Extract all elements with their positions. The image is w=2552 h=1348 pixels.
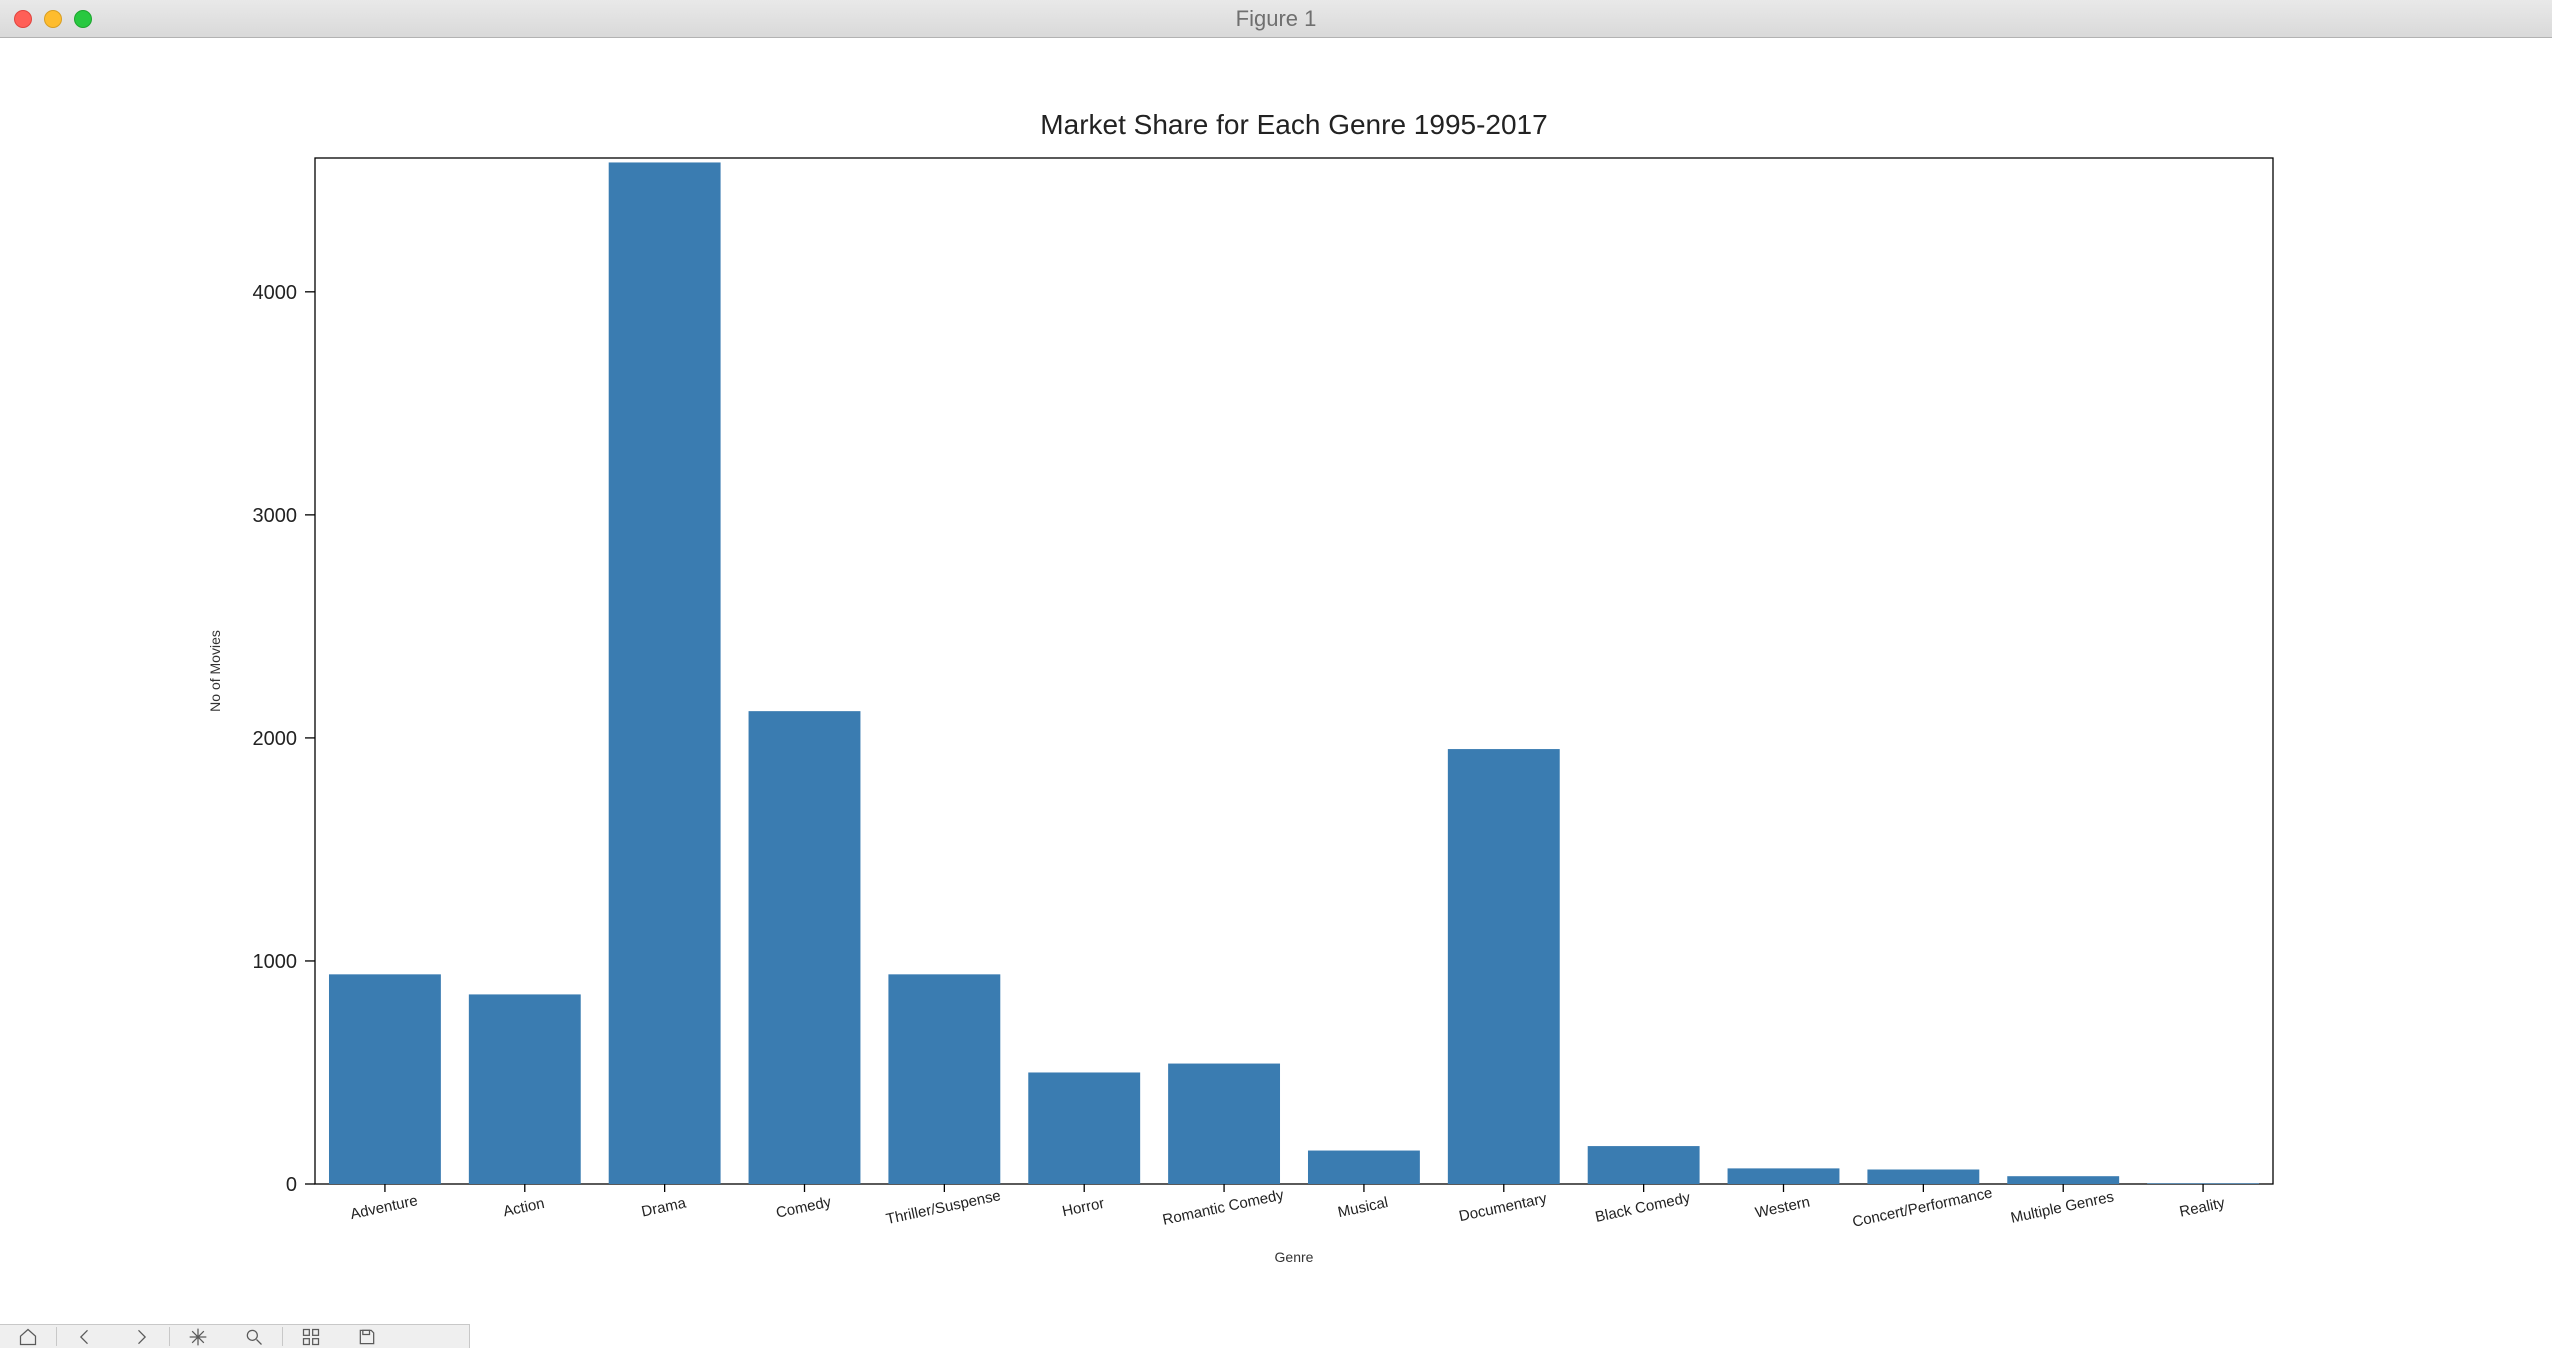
ytick-label: 1000	[253, 951, 298, 973]
xtick-label: Action	[502, 1195, 546, 1220]
bar	[609, 162, 721, 1184]
toolbar-home-button[interactable]	[0, 1325, 56, 1348]
save-icon	[357, 1327, 377, 1347]
bar	[329, 974, 441, 1184]
toolbar-zoom-button[interactable]	[226, 1325, 282, 1348]
bar	[1028, 1072, 1140, 1184]
xtick-label: Horror	[1061, 1195, 1106, 1220]
xtick-label: Adventure	[349, 1192, 419, 1223]
bar	[1448, 749, 1560, 1184]
pan-icon	[188, 1327, 208, 1347]
toolbar-save-button[interactable]	[339, 1325, 395, 1348]
bar	[888, 974, 1000, 1184]
toolbar-forward-button[interactable]	[113, 1325, 169, 1348]
window-titlebar: Figure 1	[0, 0, 2552, 38]
xtick-label: Multiple Genres	[2009, 1188, 2115, 1226]
forward-icon	[131, 1327, 151, 1347]
xtick-label: Musical	[1336, 1194, 1389, 1221]
chart-svg: Market Share for Each Genre 1995-2017 0 10…	[0, 38, 2552, 1324]
subplots-icon	[301, 1327, 321, 1347]
xtick-label: Reality	[2178, 1194, 2227, 1220]
bar	[2147, 1183, 2259, 1184]
xtick-label: Documentary	[1457, 1190, 1548, 1225]
xtick-label: Drama	[640, 1194, 688, 1220]
xtick-label: Thriller/Suspense	[885, 1187, 1003, 1228]
bar	[1867, 1170, 1979, 1184]
xtick-label: Western	[1754, 1194, 1812, 1222]
figure-canvas: Market Share for Each Genre 1995-2017 0 10…	[0, 38, 2552, 1324]
ytick-label: 3000	[253, 505, 298, 527]
bar	[1588, 1146, 1700, 1184]
toolbar-subplots-button[interactable]	[283, 1325, 339, 1348]
xtick-label: Black Comedy	[1594, 1189, 1693, 1226]
ytick-label: 4000	[253, 282, 298, 304]
bar	[1168, 1064, 1280, 1184]
home-icon	[18, 1327, 38, 1347]
xtick-label: Concert/Performance	[1851, 1184, 1994, 1230]
xtick-label: Comedy	[774, 1193, 833, 1221]
toolbar-pan-button[interactable]	[170, 1325, 226, 1348]
bar	[1308, 1151, 1420, 1184]
bar	[469, 994, 581, 1184]
window-title: Figure 1	[0, 6, 2552, 32]
y-axis-label: No of Movies	[207, 630, 223, 712]
bar	[2007, 1176, 2119, 1184]
xtick-label: Romantic Comedy	[1161, 1186, 1286, 1228]
back-icon	[75, 1327, 95, 1347]
bar	[749, 711, 861, 1184]
zoom-icon	[244, 1327, 264, 1347]
chart-title: Market Share for Each Genre 1995-2017	[1040, 109, 1547, 140]
ytick-label: 0	[286, 1174, 297, 1196]
ytick-label: 2000	[253, 728, 298, 750]
matplotlib-toolbar	[0, 1324, 470, 1348]
toolbar-back-button[interactable]	[57, 1325, 113, 1348]
x-axis-label: Genre	[1275, 1249, 1314, 1265]
bar	[1728, 1168, 1840, 1184]
